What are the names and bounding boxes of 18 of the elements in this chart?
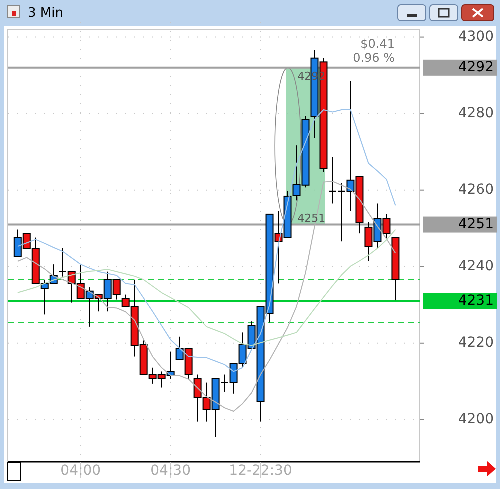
- x-tick-label: 04:00: [60, 463, 102, 479]
- y-tick-label: 4280: [458, 106, 494, 122]
- y-tick-label: 4240: [458, 258, 494, 275]
- y-tick-label: 4220: [458, 335, 494, 352]
- annotation: 4292: [298, 70, 326, 83]
- annotation: 4251: [298, 212, 326, 225]
- y-tick-label: 4300: [458, 29, 494, 46]
- x-tick-label: 04:30: [150, 463, 191, 479]
- chart-title: 3 Min: [28, 6, 64, 21]
- y-tick-label: 4200: [458, 412, 494, 428]
- annotation: 0.96 %: [353, 51, 395, 65]
- annotation: $0.41: [360, 37, 395, 51]
- line-series: [17, 181, 396, 412]
- y-tick-label: 4260: [458, 182, 494, 198]
- ref-line-label: 4231: [458, 293, 494, 310]
- x-tick-label: 12-22:30: [229, 463, 292, 479]
- ref-line-label: 4292: [458, 60, 494, 76]
- ref-line-label: 4251: [458, 216, 494, 233]
